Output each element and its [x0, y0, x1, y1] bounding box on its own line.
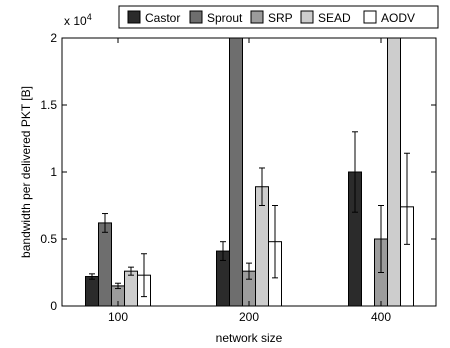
x-tick-label: 200 [239, 310, 259, 324]
y-tick-label: 2 [50, 31, 57, 45]
y-axis-ticks: 0 0.5 1 1.5 2 [40, 31, 436, 313]
bar-sprout [98, 222, 112, 307]
legend-label: Sprout [207, 11, 243, 25]
y-tick-label: 0.5 [40, 232, 57, 246]
legend-swatch [189, 10, 203, 24]
y-tick-label: 0 [50, 299, 57, 313]
legend-label: AODV [381, 11, 415, 25]
x-tick-label: 400 [371, 310, 391, 324]
legend-swatch [363, 10, 377, 24]
legend-label: Castor [145, 11, 180, 25]
x-axis-ticks: 100 200 400 [108, 38, 391, 324]
legend-label: SRP [268, 11, 293, 25]
bar-sead [387, 37, 401, 307]
x-axis-label: network size [216, 331, 283, 345]
legend-swatch [127, 10, 141, 24]
y-axis-label: bandwidth per delivered PKT [B] [19, 86, 33, 258]
bar-sprout [229, 37, 243, 307]
legend-label: SEAD [318, 11, 351, 25]
legend-swatch [250, 10, 264, 24]
error-bars-layer [89, 131, 410, 298]
bar-sead [124, 270, 138, 307]
bar-castor [85, 276, 99, 307]
y-exponent-label: x 104 [64, 12, 92, 28]
legend-swatch [300, 10, 314, 24]
y-tick-label: 1.5 [40, 98, 57, 112]
y-tick-label: 1 [50, 165, 57, 179]
legend: Castor Sprout SRP SEAD AODV [118, 5, 439, 29]
x-tick-label: 100 [108, 310, 128, 324]
